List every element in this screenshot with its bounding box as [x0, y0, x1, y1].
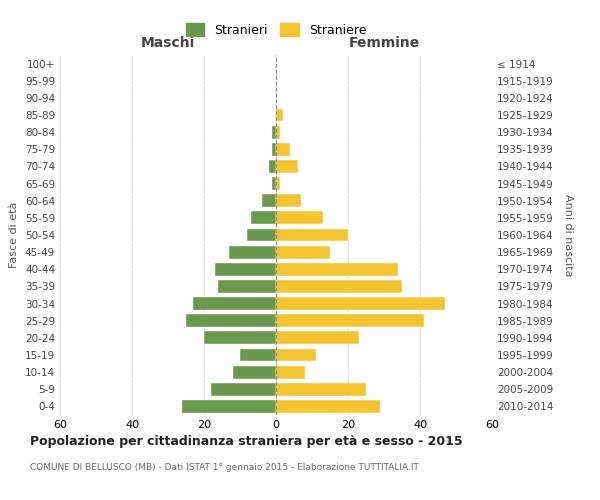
Bar — [186, 314, 276, 327]
Bar — [218, 280, 276, 293]
Bar — [276, 212, 323, 224]
Bar — [215, 263, 276, 276]
Y-axis label: Anni di nascita: Anni di nascita — [563, 194, 573, 276]
Bar — [276, 246, 330, 258]
Bar — [247, 228, 276, 241]
Bar — [204, 332, 276, 344]
Bar — [276, 400, 380, 413]
Bar — [269, 160, 276, 173]
Bar — [276, 126, 280, 138]
Bar — [182, 400, 276, 413]
Bar — [276, 160, 298, 173]
Bar — [240, 348, 276, 362]
Bar — [276, 263, 398, 276]
Bar — [262, 194, 276, 207]
Bar — [276, 143, 290, 156]
Y-axis label: Fasce di età: Fasce di età — [10, 202, 19, 268]
Bar — [276, 332, 359, 344]
Text: Popolazione per cittadinanza straniera per età e sesso - 2015: Popolazione per cittadinanza straniera p… — [30, 435, 463, 448]
Bar — [276, 297, 445, 310]
Bar — [233, 366, 276, 378]
Bar — [276, 348, 316, 362]
Text: COMUNE DI BELLUSCO (MB) - Dati ISTAT 1° gennaio 2015 - Elaborazione TUTTITALIA.I: COMUNE DI BELLUSCO (MB) - Dati ISTAT 1° … — [30, 463, 419, 472]
Bar — [276, 280, 402, 293]
Bar — [272, 143, 276, 156]
Legend: Stranieri, Straniere: Stranieri, Straniere — [181, 18, 371, 42]
Bar — [276, 366, 305, 378]
Text: Femmine: Femmine — [349, 36, 419, 50]
Bar — [193, 297, 276, 310]
Bar — [272, 177, 276, 190]
Bar — [276, 228, 348, 241]
Bar — [276, 383, 366, 396]
Bar — [276, 194, 301, 207]
Bar — [251, 212, 276, 224]
Bar — [276, 177, 280, 190]
Bar — [272, 126, 276, 138]
Bar — [276, 108, 283, 122]
Bar — [229, 246, 276, 258]
Bar — [211, 383, 276, 396]
Bar — [276, 314, 424, 327]
Text: Maschi: Maschi — [141, 36, 195, 50]
